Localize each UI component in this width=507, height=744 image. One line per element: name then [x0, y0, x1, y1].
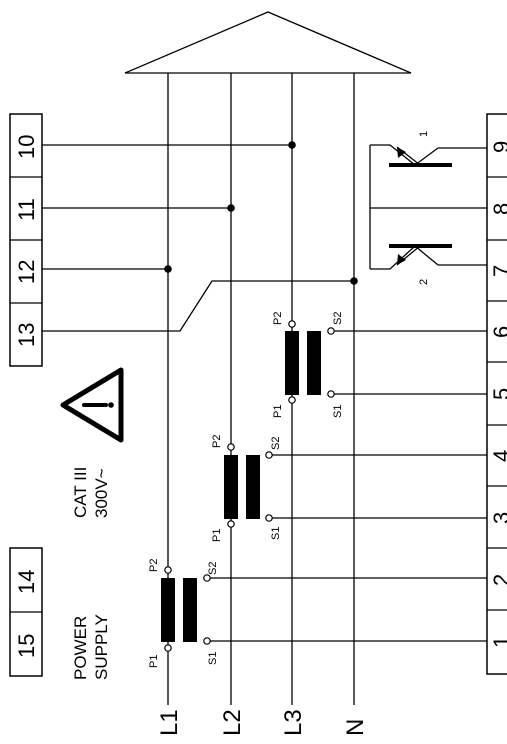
relay-outputs: 1 2	[369, 131, 487, 285]
terminal-10: 10	[14, 135, 39, 159]
ct-label-p1: P1	[272, 405, 284, 418]
current-transformer-l1: P2 P1 S2 S1	[148, 559, 487, 668]
phase-label-l2: L2	[219, 709, 246, 736]
load-triangle	[124, 11, 412, 74]
cat-rating-label: 300V~	[92, 468, 111, 518]
ct-label-p1: P1	[211, 529, 223, 542]
ct-label-p1: P1	[148, 655, 160, 668]
terminal-11: 11	[14, 198, 39, 221]
left-terminal-block: 10 11 12 13	[9, 113, 43, 367]
ct-label-s2: S2	[270, 437, 282, 450]
terminal-1: 1	[489, 636, 507, 648]
ct-label-s1: S1	[207, 652, 219, 665]
ct-label-s1: S1	[332, 405, 344, 418]
ct-label-p2: P2	[148, 559, 160, 572]
junction-dot	[288, 141, 296, 149]
power-supply-label: POWER	[71, 616, 90, 680]
junction-dot	[227, 204, 235, 212]
junction-dot	[164, 265, 172, 273]
terminal-13: 13	[14, 323, 39, 347]
relay-1-label: 1	[418, 131, 430, 137]
ct-label-s2: S2	[207, 562, 219, 575]
terminal-8: 8	[489, 203, 507, 215]
ct-label-s2: S2	[332, 312, 344, 325]
power-terminal-block: 14 15	[9, 547, 43, 677]
cat-rating-label: CAT III	[71, 467, 90, 518]
terminal-2: 2	[489, 574, 507, 586]
phase-label-n: N	[342, 719, 369, 736]
terminal-3: 3	[489, 512, 507, 524]
wire-terminal-13	[42, 280, 354, 332]
current-transformer-l2: P2 P1 S2 S1	[211, 435, 487, 542]
terminal-6: 6	[489, 326, 507, 338]
right-terminal-block: 9 8 7 6 5 4 3 2 1	[486, 113, 507, 675]
terminal-4: 4	[489, 450, 507, 462]
terminal-5: 5	[489, 388, 507, 400]
ct-label-p2: P2	[272, 312, 284, 325]
relay-2-label: 2	[418, 279, 430, 285]
ct-label-s1: S1	[270, 527, 282, 540]
phase-label-l3: L3	[280, 709, 307, 736]
current-transformer-l3: P2 P1 S2 S1	[272, 312, 487, 418]
ct-label-p2: P2	[211, 435, 223, 448]
terminal-15: 15	[14, 634, 39, 658]
terminal-12: 12	[14, 260, 39, 284]
terminal-7: 7	[489, 265, 507, 277]
terminal-9: 9	[489, 141, 507, 153]
phase-label-l1: L1	[156, 709, 183, 736]
power-supply-label: SUPPLY	[92, 614, 111, 680]
junction-dot	[350, 277, 358, 285]
terminal-14: 14	[14, 570, 39, 594]
warning-icon	[60, 367, 124, 443]
